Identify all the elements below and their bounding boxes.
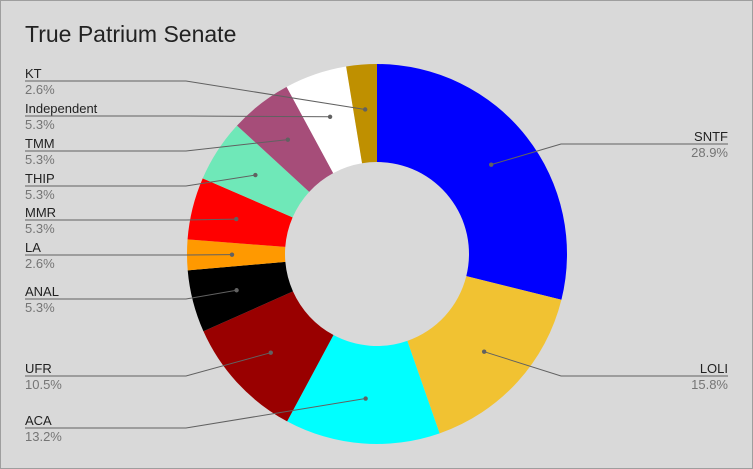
leader-dot-sntf	[489, 162, 494, 167]
labels-group: SNTF28.9%LOLI15.8%ACA13.2%UFR10.5%ANAL5.…	[25, 66, 728, 444]
slice-label-sntf: SNTF	[694, 129, 728, 144]
slice-label-ufr: UFR	[25, 361, 52, 376]
leader-dot-mmr	[234, 216, 239, 222]
leader-dot-tmm	[285, 137, 291, 142]
leader-line-thip	[25, 174, 256, 187]
slice-percent-independent: 5.3%	[25, 117, 55, 132]
slice-anal	[187, 261, 293, 332]
leader-line-kt	[25, 80, 366, 110]
slice-label-loli: LOLI	[700, 361, 728, 376]
leader-dot-thip	[253, 172, 258, 178]
slice-label-mmr: MMR	[25, 205, 56, 220]
chart-title: True Patrium Senate	[25, 21, 237, 47]
slice-label-thip: THIP	[25, 171, 55, 186]
slices-group	[187, 64, 567, 444]
slice-percent-thip: 5.3%	[25, 187, 55, 202]
leader-dot-loli	[481, 349, 487, 354]
slice-percent-anal: 5.3%	[25, 300, 55, 315]
leader-line-mmr	[25, 218, 237, 221]
slice-label-anal: ANAL	[25, 284, 59, 299]
leader-line-sntf	[491, 143, 728, 166]
slice-label-tmm: TMM	[25, 136, 55, 151]
leader-line-anal	[25, 289, 237, 300]
slice-aca	[287, 335, 440, 444]
leader-line-loli	[484, 351, 728, 377]
slice-percent-aca: 13.2%	[25, 429, 62, 444]
leader-dot-ufr	[268, 350, 273, 355]
leader-lines-group	[25, 80, 728, 429]
slice-la	[187, 239, 286, 271]
slice-independent	[286, 66, 363, 174]
leader-dot-aca	[363, 396, 368, 401]
slice-sntf	[377, 64, 567, 300]
leader-dot-independent	[327, 114, 333, 120]
slice-label-la: LA	[25, 240, 41, 255]
leader-line-independent	[25, 115, 331, 118]
leader-line-ufr	[25, 352, 271, 377]
slice-loli	[407, 276, 562, 434]
leader-dot-la	[229, 252, 235, 257]
leader-line-tmm	[25, 139, 288, 152]
slice-percent-loli: 15.8%	[691, 377, 728, 392]
slice-percent-mmr: 5.3%	[25, 221, 55, 236]
slice-kt	[346, 64, 377, 164]
slice-tmm	[236, 86, 334, 192]
slice-label-kt: KT	[25, 66, 42, 81]
leader-dot-anal	[234, 288, 239, 293]
slice-mmr	[187, 178, 293, 247]
slice-percent-kt: 2.6%	[25, 82, 55, 97]
slice-label-aca: ACA	[25, 413, 52, 428]
slice-percent-la: 2.6%	[25, 256, 55, 271]
leader-line-aca	[25, 398, 366, 429]
slice-thip	[202, 125, 310, 218]
slice-percent-ufr: 10.5%	[25, 377, 62, 392]
leader-dot-kt	[362, 107, 368, 112]
slice-label-independent: Independent	[25, 101, 98, 116]
slice-ufr	[203, 291, 334, 422]
slice-percent-tmm: 5.3%	[25, 152, 55, 167]
slice-percent-sntf: 28.9%	[691, 145, 728, 160]
